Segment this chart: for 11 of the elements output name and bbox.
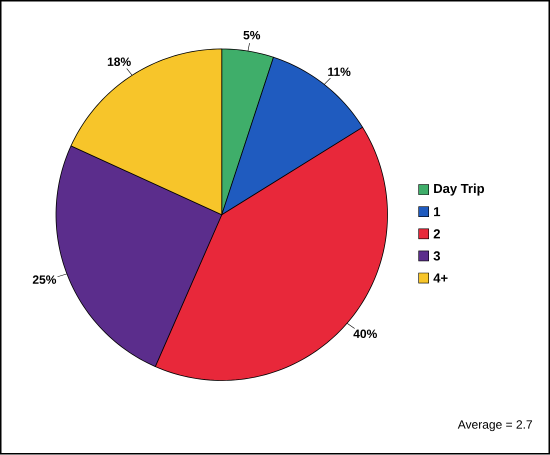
data-label: 11% [328, 68, 350, 76]
data-label: 5% [243, 31, 260, 40]
legend-label: 1 [434, 207, 440, 216]
data-label: 25% [32, 276, 56, 284]
legend-label: Day Trip [434, 184, 484, 196]
data-label: 18% [108, 58, 131, 66]
legend-label: 4+ [433, 274, 448, 283]
data-label: 40% [353, 330, 377, 338]
legend-label: 3 [434, 252, 440, 261]
text: Average = 2.7 [458, 420, 532, 432]
legend-label: 2 [434, 229, 440, 239]
